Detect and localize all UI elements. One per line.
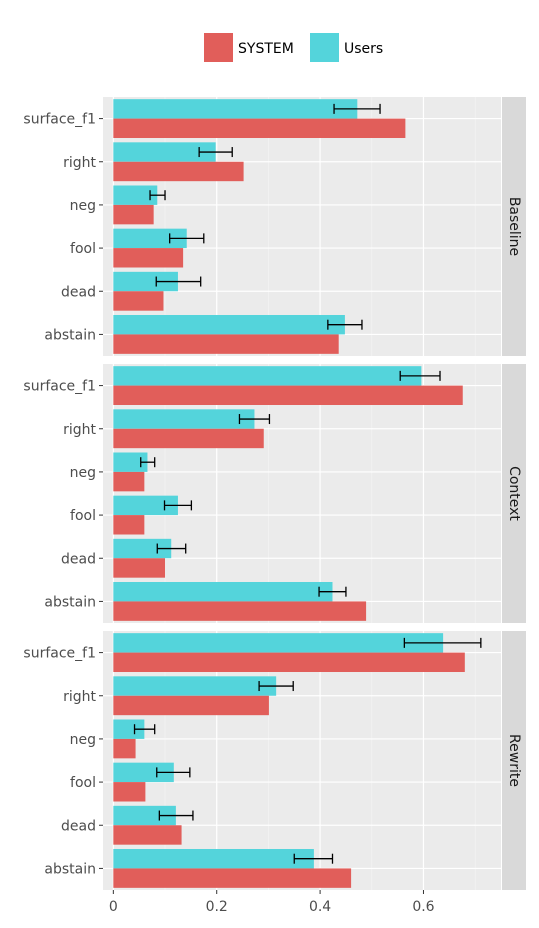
bar-users-neg xyxy=(113,719,145,739)
legend-label-1: Users xyxy=(344,41,383,57)
bar-system-surface_f1 xyxy=(113,118,406,139)
y-tick-label-neg: neg xyxy=(70,465,96,481)
bar-users-surface_f1 xyxy=(113,366,422,386)
y-tick-label-neg: neg xyxy=(70,198,96,214)
bar-users-surface_f1 xyxy=(113,633,444,653)
x-tick-label: 0.4 xyxy=(309,899,331,915)
errorbar-users-neg xyxy=(133,724,156,735)
errorbar-users-surface_f1 xyxy=(333,103,381,114)
facet-strip xyxy=(502,631,526,890)
errorbar-users-neg xyxy=(149,190,166,201)
bar-users-fool xyxy=(113,762,174,783)
legend: SYSTEM Users xyxy=(204,33,383,62)
bar-system-fool xyxy=(113,782,146,802)
errorbar-users-abstain xyxy=(318,586,347,597)
errorbar-users-right xyxy=(238,414,271,425)
errorbar-users-abstain xyxy=(327,319,363,330)
facet-label-baseline: Baseline xyxy=(506,197,522,256)
bar-users-dead xyxy=(113,805,176,826)
errorbar-users-fool xyxy=(169,233,205,244)
bar-system-neg xyxy=(113,471,145,492)
errorbar-users-fool xyxy=(156,767,191,778)
facet-label-context: Context xyxy=(506,466,522,521)
bar-system-abstain xyxy=(113,868,352,888)
errorbar-users-fool xyxy=(163,500,193,511)
bar-system-surface_f1 xyxy=(113,652,465,673)
bar-users-right xyxy=(113,409,255,429)
bar-system-neg xyxy=(113,204,154,225)
bar-users-right xyxy=(113,676,277,696)
panel-background xyxy=(103,364,501,623)
bar-system-fool xyxy=(113,515,145,535)
panel-background xyxy=(103,631,501,890)
errorbar-users-abstain xyxy=(293,853,334,864)
y-tick-label-surface_f1: surface_f1 xyxy=(23,112,96,128)
y-tick-label-neg: neg xyxy=(70,732,96,748)
bar-users-fool xyxy=(113,495,178,516)
y-tick-label-right: right xyxy=(63,155,96,171)
y-tick-label-surface_f1: surface_f1 xyxy=(23,646,96,662)
y-tick-label-fool: fool xyxy=(70,775,96,791)
errorbar-users-surface_f1 xyxy=(399,370,441,381)
bar-system-neg xyxy=(113,738,136,759)
y-tick-label-abstain: abstain xyxy=(44,594,96,610)
y-tick-label-dead: dead xyxy=(61,818,96,834)
y-tick-label-fool: fool xyxy=(70,241,96,257)
bar-system-right xyxy=(113,161,244,182)
legend-swatch-1 xyxy=(310,33,339,62)
y-tick-label-right: right xyxy=(63,689,96,705)
x-tick-label: 0.6 xyxy=(412,899,434,915)
y-tick-label-surface_f1: surface_f1 xyxy=(23,379,96,395)
errorbar-users-dead xyxy=(155,276,202,287)
y-tick-label-fool: fool xyxy=(70,508,96,524)
panel-background xyxy=(103,97,501,356)
bar-system-right xyxy=(113,428,264,449)
legend-swatch-0 xyxy=(204,33,233,62)
y-tick-label-abstain: abstain xyxy=(44,861,96,877)
errorbar-users-neg xyxy=(140,457,156,468)
bar-users-abstain xyxy=(113,581,333,602)
errorbar-users-right xyxy=(198,147,233,158)
bar-system-abstain xyxy=(113,601,367,621)
x-tick-label: 0 xyxy=(109,899,118,915)
bar-system-right xyxy=(113,695,269,716)
errorbar-users-dead xyxy=(156,543,187,554)
facet-panels: surface_f1rightnegfooldeadabstainBaselin… xyxy=(23,97,526,890)
legend-label-0: SYSTEM xyxy=(238,41,294,57)
y-tick-label-dead: dead xyxy=(61,284,96,300)
y-tick-label-abstain: abstain xyxy=(44,327,96,343)
facet-label-rewrite: Rewrite xyxy=(506,734,522,787)
x-axis: 0 0.2 0.4 0.6 xyxy=(109,890,435,915)
bar-users-right xyxy=(113,142,216,162)
y-tick-label-dead: dead xyxy=(61,551,96,567)
x-tick-label: 0.2 xyxy=(206,899,228,915)
y-tick-label-right: right xyxy=(63,422,96,438)
bar-users-neg xyxy=(113,185,158,205)
facet-strip xyxy=(502,97,526,356)
facet-strip xyxy=(502,364,526,623)
bar-system-dead xyxy=(113,558,166,578)
bar-system-surface_f1 xyxy=(113,385,463,406)
bar-users-abstain xyxy=(113,848,314,869)
bar-users-dead xyxy=(113,271,178,292)
bar-system-abstain xyxy=(113,334,339,354)
bar-system-dead xyxy=(113,825,182,845)
bar-users-fool xyxy=(113,228,187,249)
bar-users-neg xyxy=(113,452,148,472)
errorbar-users-dead xyxy=(158,810,194,821)
bar-users-surface_f1 xyxy=(113,99,358,119)
bar-users-abstain xyxy=(113,314,345,335)
bar-system-dead xyxy=(113,291,164,311)
errorbar-users-right xyxy=(258,681,294,692)
bar-system-fool xyxy=(113,248,184,268)
errorbar-users-surface_f1 xyxy=(403,637,482,648)
